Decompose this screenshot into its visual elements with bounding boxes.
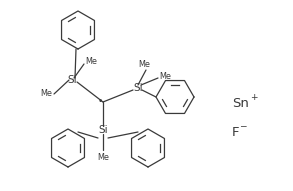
Text: F: F [232,125,239,138]
Text: +: + [250,92,258,101]
Text: Si: Si [133,83,143,93]
Text: Me: Me [97,152,109,162]
Text: Me: Me [85,57,97,66]
Text: Sn: Sn [232,96,249,109]
Text: Si: Si [98,125,108,135]
Text: •: • [97,96,103,105]
Text: Me: Me [159,71,171,80]
Text: Si: Si [67,75,77,85]
Text: Me: Me [138,60,150,69]
Text: −: − [239,121,246,130]
Text: Me: Me [40,88,52,97]
